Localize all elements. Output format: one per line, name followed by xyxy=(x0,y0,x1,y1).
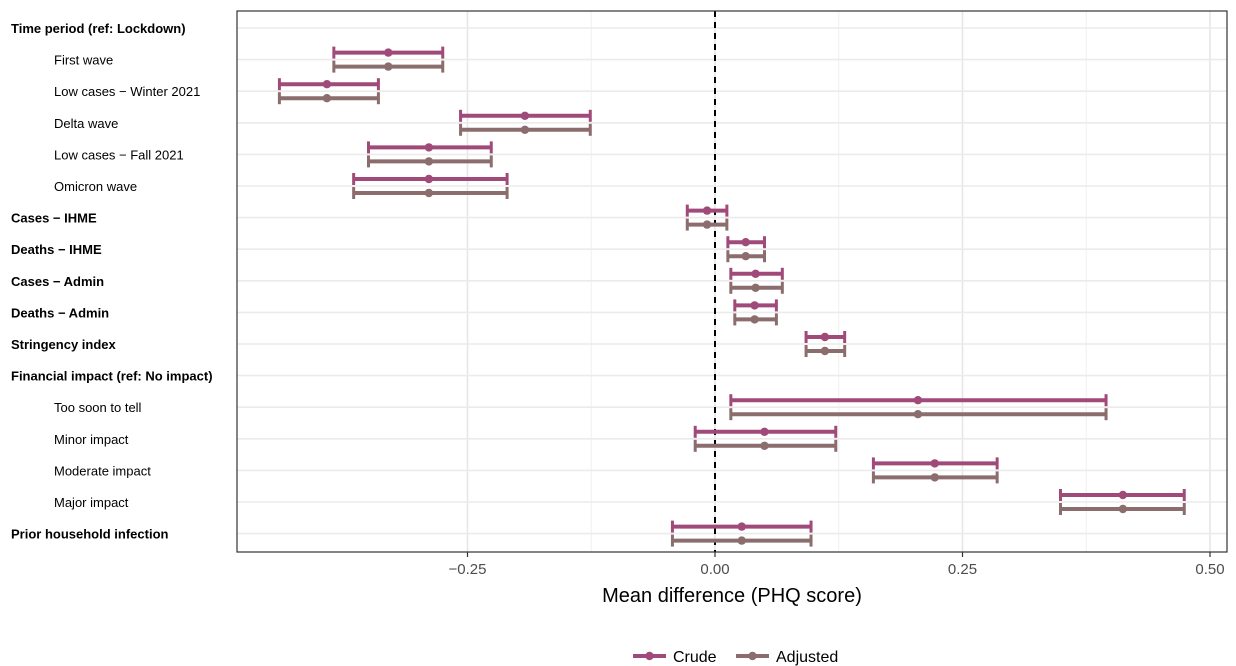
crude-estimate xyxy=(729,267,784,280)
estimate-bars xyxy=(277,46,1186,547)
crude-estimate-point xyxy=(913,396,923,405)
row-label: Low cases − Winter 2021 xyxy=(54,84,200,99)
legend-key-point xyxy=(748,651,757,661)
adjusted-estimate-point xyxy=(322,94,332,103)
crude-estimate xyxy=(726,236,766,249)
row-label: Deaths − Admin xyxy=(11,305,109,320)
adjusted-estimate xyxy=(693,439,838,452)
adjusted-estimate-point xyxy=(913,410,923,419)
legend-label: Crude xyxy=(673,649,717,666)
x-tick-label: 0.50 xyxy=(1195,561,1224,578)
crude-estimate xyxy=(367,141,493,154)
crude-estimate-point xyxy=(424,174,434,184)
crude-estimate-point xyxy=(930,459,939,468)
crude-estimate xyxy=(693,425,838,438)
crude-estimate xyxy=(1059,489,1186,501)
row-label: Omicron wave xyxy=(54,179,137,194)
adjusted-estimate-point xyxy=(1118,504,1128,514)
adjusted-estimate-point xyxy=(520,125,530,134)
adjusted-estimate-point xyxy=(750,315,759,324)
crude-estimate xyxy=(733,299,778,312)
crude-estimate-point xyxy=(702,206,712,215)
adjusted-estimate-point xyxy=(384,62,393,71)
adjusted-estimate xyxy=(332,60,445,73)
adjusted-estimate xyxy=(733,313,778,326)
crude-estimate xyxy=(670,520,813,533)
legend-key-point xyxy=(645,651,654,661)
crude-estimate-point xyxy=(741,238,750,247)
crude-estimate xyxy=(459,109,592,122)
crude-estimate xyxy=(332,46,445,59)
adjusted-estimate-point xyxy=(760,441,769,450)
crude-estimate-point xyxy=(520,111,530,121)
adjusted-estimate xyxy=(277,92,380,105)
adjusted-estimate xyxy=(804,345,847,357)
adjusted-estimate xyxy=(352,187,509,199)
crude-estimate xyxy=(729,394,1108,407)
adjusted-estimate xyxy=(729,408,1108,421)
adjusted-estimate-point xyxy=(820,346,830,356)
crude-estimate xyxy=(685,204,729,217)
row-label: Stringency index xyxy=(11,337,117,352)
adjusted-estimate-point xyxy=(930,473,939,482)
x-axis-title: Mean difference (PHQ score) xyxy=(602,585,862,607)
adjusted-estimate-point xyxy=(741,252,750,261)
row-label: Minor impact xyxy=(54,432,129,447)
adjusted-estimate-point xyxy=(751,283,760,292)
row-label: Cases − IHME xyxy=(11,211,97,226)
crude-estimate-point xyxy=(760,427,769,436)
adjusted-estimate-point xyxy=(702,220,712,229)
row-label: Moderate impact xyxy=(54,463,151,478)
gridlines xyxy=(237,11,1227,552)
crude-estimate xyxy=(871,457,999,470)
adjusted-estimate-point xyxy=(424,188,434,198)
adjusted-estimate xyxy=(685,218,729,231)
row-label: Low cases − Fall 2021 xyxy=(54,147,184,162)
row-label: Deaths − IHME xyxy=(11,242,102,257)
x-tick-label: −0.25 xyxy=(449,561,487,578)
adjusted-estimate xyxy=(459,123,592,136)
crude-estimate-point xyxy=(751,269,760,278)
legend-label: Adjusted xyxy=(776,649,838,666)
crude-estimate xyxy=(352,173,509,185)
adjusted-estimate-point xyxy=(737,536,746,545)
crude-estimate-point xyxy=(820,332,830,342)
row-label: Financial impact (ref: No impact) xyxy=(11,369,213,384)
adjusted-estimate xyxy=(726,250,766,263)
adjusted-estimate xyxy=(729,281,784,294)
x-tick-label: 0.00 xyxy=(700,561,729,578)
row-label: Major impact xyxy=(54,495,129,510)
crude-estimate xyxy=(804,331,847,343)
row-label: Prior household infection xyxy=(11,527,169,542)
row-label: Too soon to tell xyxy=(54,400,142,415)
x-tick-label: 0.25 xyxy=(948,561,977,578)
adjusted-estimate xyxy=(367,155,493,168)
legend-item-crude: Crude xyxy=(633,649,717,666)
crude-estimate-point xyxy=(424,143,434,152)
row-labels: Time period (ref: Lockdown) First wave Low… xyxy=(11,21,213,542)
x-axis-ticks: −0.25 0.00 0.25 0.50 xyxy=(449,552,1225,578)
crude-estimate-point xyxy=(384,48,393,57)
adjusted-estimate xyxy=(670,534,813,547)
row-label: Cases − Admin xyxy=(11,274,104,289)
crude-estimate xyxy=(277,78,380,91)
legend: Crude Adjusted xyxy=(633,649,838,666)
legend-item-adjusted: Adjusted xyxy=(736,649,838,666)
adjusted-estimate xyxy=(871,471,999,484)
crude-estimate-point xyxy=(750,301,759,310)
crude-estimate-point xyxy=(322,80,332,89)
crude-estimate-point xyxy=(1118,490,1128,500)
crude-estimate-point xyxy=(737,522,746,531)
adjusted-estimate xyxy=(1059,503,1186,515)
row-label: Delta wave xyxy=(54,116,118,131)
plot-panel-border xyxy=(236,10,1228,553)
row-label: Time period (ref: Lockdown) xyxy=(11,21,186,36)
row-label: First wave xyxy=(54,53,113,68)
adjusted-estimate-point xyxy=(424,157,434,166)
